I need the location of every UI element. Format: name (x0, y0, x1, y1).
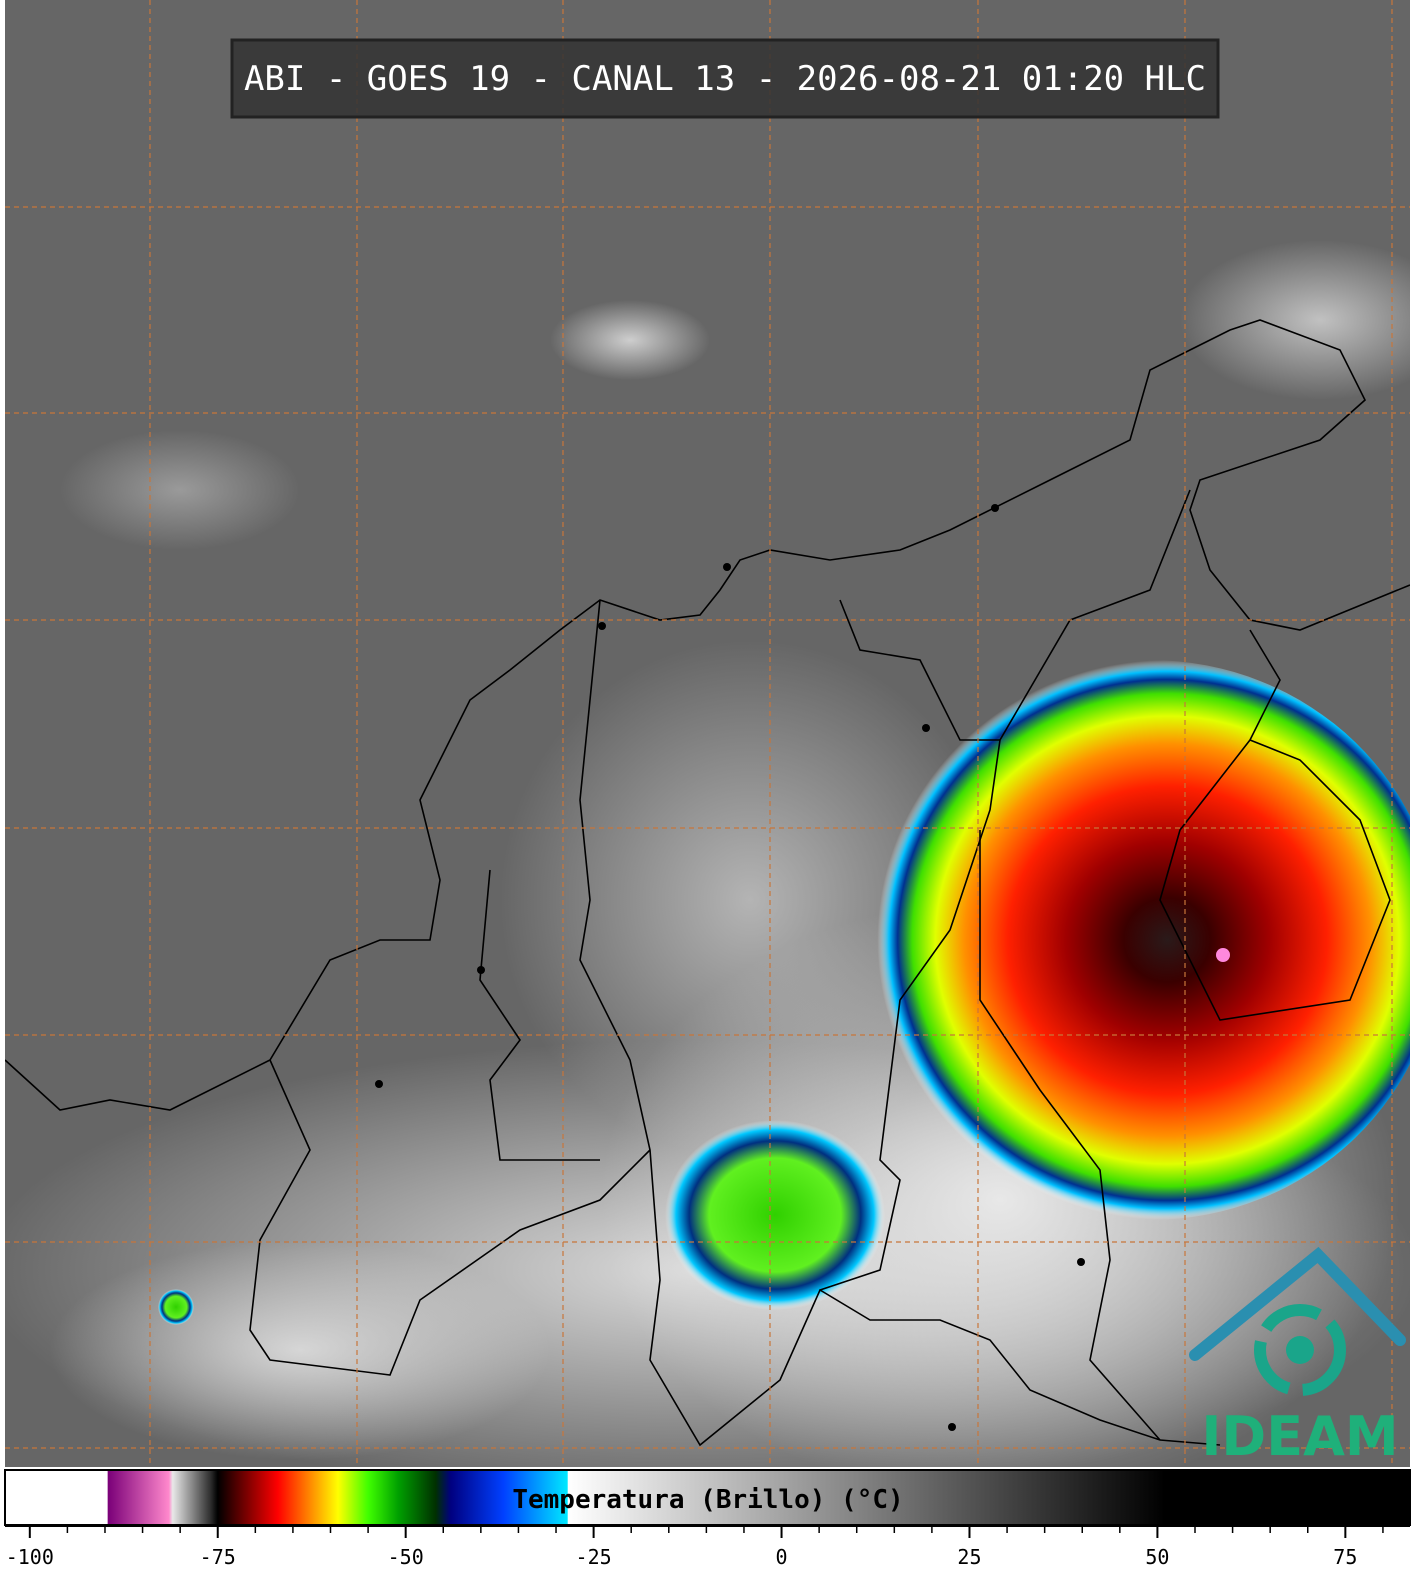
tick-label: 50 (1145, 1545, 1169, 1569)
coastline (5, 319, 1410, 1111)
map: IDEAM (5, 0, 1410, 1468)
border (819, 599, 1001, 1291)
title: ABI - GOES 19 - CANAL 13 - 2026-08-21 01… (244, 59, 1206, 99)
border (249, 869, 651, 1376)
cloud (500, 640, 1000, 1160)
tick-label: 25 (957, 1545, 981, 1569)
tick-label: 75 (1333, 1545, 1357, 1569)
tick-label: -75 (200, 1545, 236, 1569)
cold-top (1216, 948, 1230, 962)
colorbar (4, 1469, 1411, 1526)
tick-label: -25 (576, 1545, 612, 1569)
title-box (230, 38, 1220, 119)
cloud (550, 300, 710, 380)
tick-label: 0 (776, 1545, 788, 1569)
cloud (60, 430, 300, 550)
logo-text: IDEAM (1201, 1405, 1398, 1468)
colorbar-axis: -100 -75 -50 -25 0 25 50 75 (5, 1525, 1410, 1569)
graticule (5, 0, 1410, 1467)
border (579, 599, 1221, 1447)
colorbar-label: Temperatura (Brillo) (°C) (512, 1485, 903, 1515)
cloud (50, 1240, 550, 1460)
border (979, 489, 1191, 1441)
cloud (1180, 240, 1410, 400)
cities (375, 504, 1085, 1431)
storm (860, 660, 1410, 1220)
tick-label: -100 (6, 1545, 54, 1569)
storm (665, 1120, 885, 1310)
logo: IDEAM (1189, 1246, 1406, 1468)
storm (158, 1289, 194, 1325)
tick-label: -50 (388, 1545, 424, 1569)
border (1159, 629, 1391, 1021)
